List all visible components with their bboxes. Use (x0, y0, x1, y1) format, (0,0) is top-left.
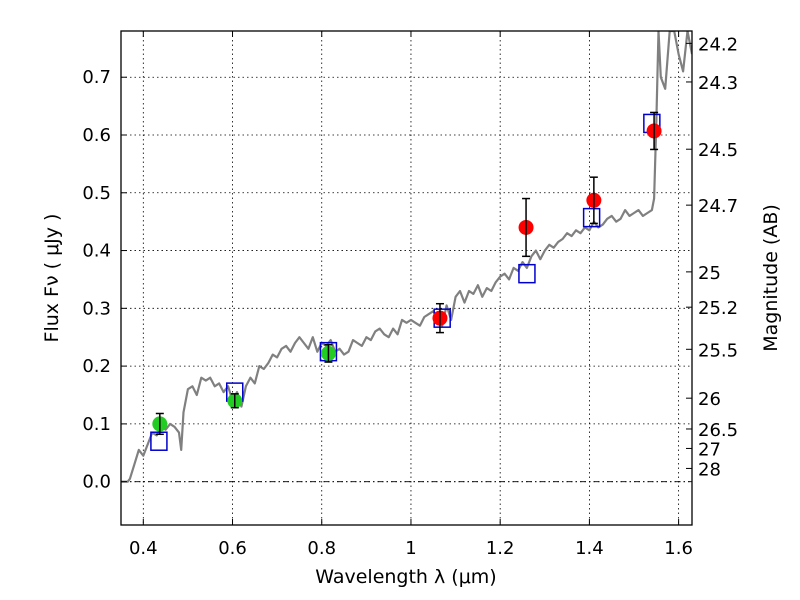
x-tick-label: 1.2 (486, 538, 515, 559)
axis-ticks: 0.4 0.6 0.8 1 1.2 1.4 1.6 0.0 0.1 0.2 0.3 0.4 0.5 0.6… (82, 31, 738, 559)
y2-axis-title: Magnitude (AB) (760, 204, 782, 352)
y-tick-label: 0.6 (82, 125, 111, 146)
plot-frame (120, 30, 693, 526)
y-tick-label: 0.5 (82, 183, 111, 204)
x-tick-label: 1 (405, 538, 416, 559)
y-tick-label: 0.2 (82, 356, 111, 377)
mag-tick-label: 24.5 (698, 140, 738, 161)
synthetic-photometry-point (150, 431, 168, 451)
y-axis-title: Flux Fν ( μJy ) (41, 214, 63, 343)
synthetic-photometry-point (518, 263, 536, 284)
synthetic-photometry-point (582, 207, 601, 228)
mag-tick-label: 25.5 (698, 340, 738, 361)
y-tick-label: 0.0 (82, 472, 111, 493)
mag-tick-label: 27 (698, 439, 721, 460)
y-tick-label: 0.1 (82, 414, 111, 435)
x-tick-label: 0.8 (307, 538, 336, 559)
x-tick-label: 1.6 (664, 538, 693, 559)
mag-tick-label: 28 (698, 459, 721, 480)
x-axis-title: Wavelength λ (μm) (315, 566, 496, 588)
y-tick-label: 0.3 (82, 298, 111, 319)
mag-tick-label: 24.7 (698, 196, 738, 217)
mag-tick-label: 26.5 (698, 420, 738, 441)
mag-tick-label: 24.3 (698, 73, 738, 94)
y-tick-label: 0.7 (82, 67, 111, 88)
mag-tick-label: 24.2 (698, 34, 738, 55)
mag-tick-label: 25.2 (698, 298, 738, 319)
y-tick-label: 0.4 (82, 241, 111, 262)
mag-tick-label: 25 (698, 263, 721, 284)
mag-tick-label: 26 (698, 389, 721, 410)
x-tick-label: 1.4 (575, 538, 604, 559)
model-spectrum-line (121, 31, 692, 483)
x-tick-label: 0.4 (129, 538, 158, 559)
grid (121, 31, 692, 525)
plot-area (121, 31, 692, 483)
x-tick-label: 0.6 (218, 538, 247, 559)
